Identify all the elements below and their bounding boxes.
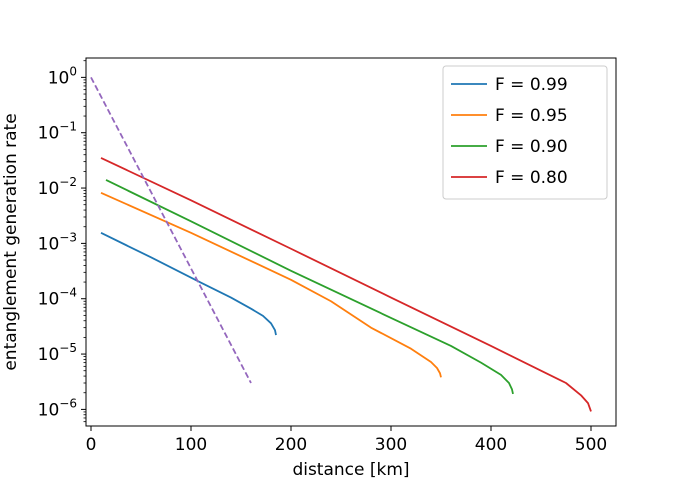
legend-label: F = 0.80 — [495, 168, 568, 188]
y-tick-label: 10−1 — [38, 120, 77, 144]
y-tick-label: 10−2 — [38, 175, 77, 199]
series-line-1 — [100, 191, 442, 378]
series-line-0 — [100, 232, 277, 336]
legend-box — [442, 65, 608, 200]
series-line-3 — [100, 157, 592, 412]
y-tick-exponent: 0 — [69, 64, 77, 78]
x-tick-label: 0 — [86, 435, 97, 455]
x-axis: 0 100 200 300 400 500 — [86, 426, 607, 455]
x-tick-label: 300 — [375, 435, 407, 455]
plot-frame — [85, 57, 617, 427]
y-tick-label: 10−6 — [38, 396, 77, 420]
y-tick-exponent: −3 — [59, 230, 77, 244]
y-tick-base: 10 — [48, 68, 70, 88]
y-tick-label: 10−3 — [38, 230, 77, 254]
legend-label: F = 0.90 — [495, 137, 568, 157]
y-tick-exponent: −2 — [59, 175, 77, 189]
series-line-4 — [90, 76, 252, 384]
y-tick-label: 10−4 — [38, 286, 77, 310]
y-tick-label: 10−5 — [38, 341, 77, 365]
y-tick-base: 10 — [38, 124, 60, 144]
x-tick-label: 500 — [575, 435, 607, 455]
y-tick-exponent: −6 — [59, 396, 77, 410]
y-axis-label: entanglement generation rate — [1, 113, 21, 370]
legend-label: F = 0.99 — [495, 75, 568, 95]
y-tick-base: 10 — [38, 290, 60, 310]
x-axis-label: distance [km] — [292, 460, 409, 480]
y-tick-label: 100 — [48, 64, 77, 88]
legend-label: F = 0.95 — [495, 106, 568, 126]
y-tick-exponent: −4 — [59, 286, 77, 300]
x-tick-label: 200 — [275, 435, 307, 455]
series-line-2 — [105, 179, 514, 395]
x-tick-label: 400 — [475, 435, 507, 455]
x-tick-label: 100 — [175, 435, 207, 455]
y-tick-base: 10 — [38, 400, 60, 420]
y-tick-base: 10 — [38, 179, 60, 199]
y-tick-base: 10 — [38, 234, 60, 254]
y-tick-exponent: −1 — [59, 120, 77, 134]
y-tick-base: 10 — [38, 345, 60, 365]
series-layer — [90, 76, 592, 412]
legend: F = 0.99 F = 0.95 F = 0.90 F = 0.80 — [442, 65, 608, 200]
y-tick-exponent: −5 — [59, 341, 77, 355]
